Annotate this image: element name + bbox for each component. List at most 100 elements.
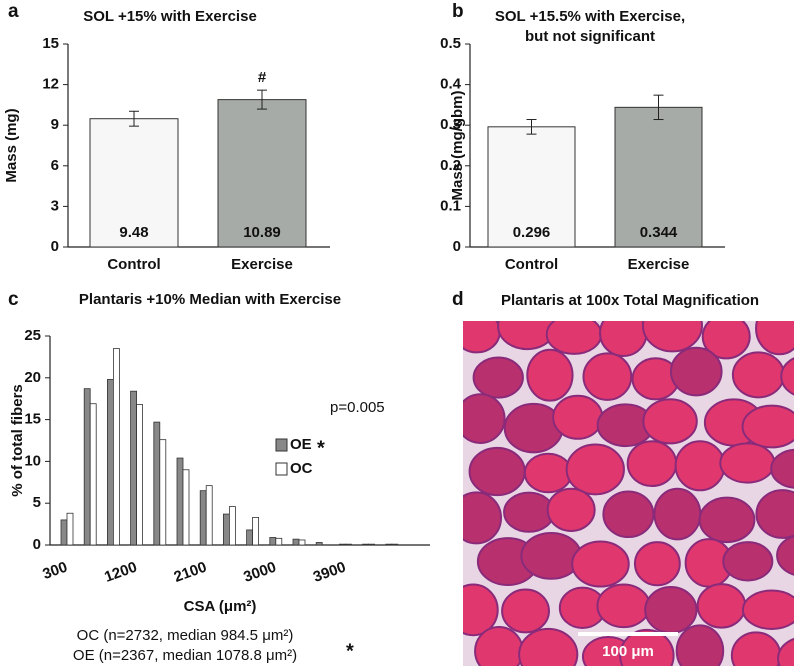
p-value: p=0.005: [330, 399, 385, 416]
muscle-fiber: [722, 541, 774, 582]
muscle-fiber: [755, 489, 794, 539]
bar: [228, 506, 236, 546]
y-tick-label: 0.5: [440, 35, 461, 52]
muscle-fiber: [619, 628, 675, 666]
legend-swatch: [275, 438, 288, 452]
bar: [153, 421, 161, 546]
bar: [107, 379, 114, 546]
chart-title: Plantaris +10% Median with Exercise: [79, 291, 341, 308]
muscle-fiber: [526, 348, 574, 402]
muscle-fiber: [497, 321, 558, 351]
muscle-fiber: [780, 357, 794, 396]
muscle-fiber: [696, 583, 747, 629]
bar: [89, 403, 97, 546]
chart-title: but not significant: [525, 28, 655, 45]
y-tick-label: 9: [51, 116, 59, 133]
bar: [222, 513, 230, 546]
bar: [205, 485, 213, 546]
muscle-fiber: [701, 321, 751, 360]
x-tick-label: Control: [107, 256, 160, 273]
muscle-fiber: [755, 321, 794, 356]
y-tick-label: 25: [24, 327, 41, 344]
bar: [83, 388, 91, 546]
legend-label: OE: [290, 436, 312, 453]
legend-swatch: [275, 462, 288, 476]
bar: [275, 537, 283, 546]
note: OC (n=2732, median 984.5 μm²): [77, 627, 294, 644]
y-axis-label: Mass (mg/gbm): [449, 90, 466, 200]
y-tick-label: 15: [42, 35, 59, 52]
muscle-fiber: [523, 452, 573, 494]
muscle-fiber: [669, 346, 723, 397]
panel-label: a: [8, 1, 19, 22]
bar: [199, 490, 207, 546]
x-axis-label: CSA (μm²): [184, 598, 257, 615]
y-tick-label: 0: [51, 238, 59, 255]
y-tick-label: 0.2: [440, 157, 461, 174]
muscle-fiber: [463, 321, 501, 354]
muscle-fiber: [565, 443, 625, 496]
y-tick-label: 12: [42, 76, 59, 93]
x-tick-label: 3900: [311, 559, 348, 586]
significance-marker: *: [346, 640, 354, 662]
muscle-fiber: [770, 448, 794, 489]
x-tick-label: 300: [40, 559, 69, 584]
y-tick-label: 3: [51, 197, 59, 214]
y-tick-label: 20: [24, 369, 41, 386]
y-tick-label: 5: [33, 494, 41, 511]
bar: [136, 404, 144, 546]
bar: [159, 439, 167, 546]
muscle-fiber: [741, 589, 794, 630]
y-tick-label: 10: [24, 452, 41, 469]
muscle-fiber: [503, 491, 555, 533]
bar: [217, 99, 307, 248]
y-tick-label: 0.1: [440, 197, 461, 214]
muscle-fiber: [472, 356, 524, 399]
y-tick-label: 0.4: [440, 76, 462, 93]
muscle-fiber: [520, 532, 582, 580]
bar: [338, 543, 346, 546]
muscle-fiber: [463, 491, 503, 545]
muscle-fiber: [468, 446, 526, 497]
muscle-fiber: [501, 588, 550, 634]
micrograph: [463, 321, 794, 666]
muscle-fiber: [641, 321, 703, 353]
bar: [614, 106, 703, 248]
bar: [252, 517, 260, 546]
bar: [182, 469, 190, 546]
muscle-fiber: [552, 394, 604, 440]
bar: [391, 543, 399, 546]
x-tick-label: 3000: [241, 559, 278, 586]
value-label: 9.48: [119, 224, 148, 241]
muscle-fiber: [602, 490, 655, 539]
scale-bar-label: 100 μm: [602, 643, 654, 660]
bar: [344, 543, 352, 546]
muscle-fiber: [463, 393, 506, 444]
x-tick-label: Exercise: [231, 256, 293, 273]
muscle-fiber: [644, 586, 698, 634]
chart-title: SOL +15.5% with Exercise,: [495, 8, 685, 25]
muscle-fiber: [596, 583, 651, 629]
muscle-fiber: [474, 626, 524, 666]
y-axis-label: Mass (mg): [3, 108, 20, 182]
chart-title: SOL +15% with Exercise: [83, 8, 257, 25]
bar: [487, 126, 576, 248]
image-title: Plantaris at 100x Total Magnification: [501, 292, 759, 309]
muscle-fiber: [731, 351, 785, 399]
legend-label: OC: [290, 460, 313, 477]
x-tick-label: Exercise: [628, 256, 690, 273]
bar: [362, 543, 370, 546]
muscle-fiber: [674, 440, 726, 492]
annotation: #: [258, 69, 267, 86]
muscle-fiber: [741, 404, 794, 449]
muscle-fiber: [776, 535, 794, 576]
y-axis-label: % of total fibers: [9, 384, 26, 497]
muscle-fiber: [545, 321, 603, 355]
panel-label: b: [452, 1, 464, 22]
bar: [66, 512, 74, 546]
muscle-fiber: [777, 637, 794, 666]
value-label: 10.89: [243, 224, 281, 241]
y-tick-label: 0.3: [440, 116, 461, 133]
muscle-fiber: [582, 352, 633, 401]
